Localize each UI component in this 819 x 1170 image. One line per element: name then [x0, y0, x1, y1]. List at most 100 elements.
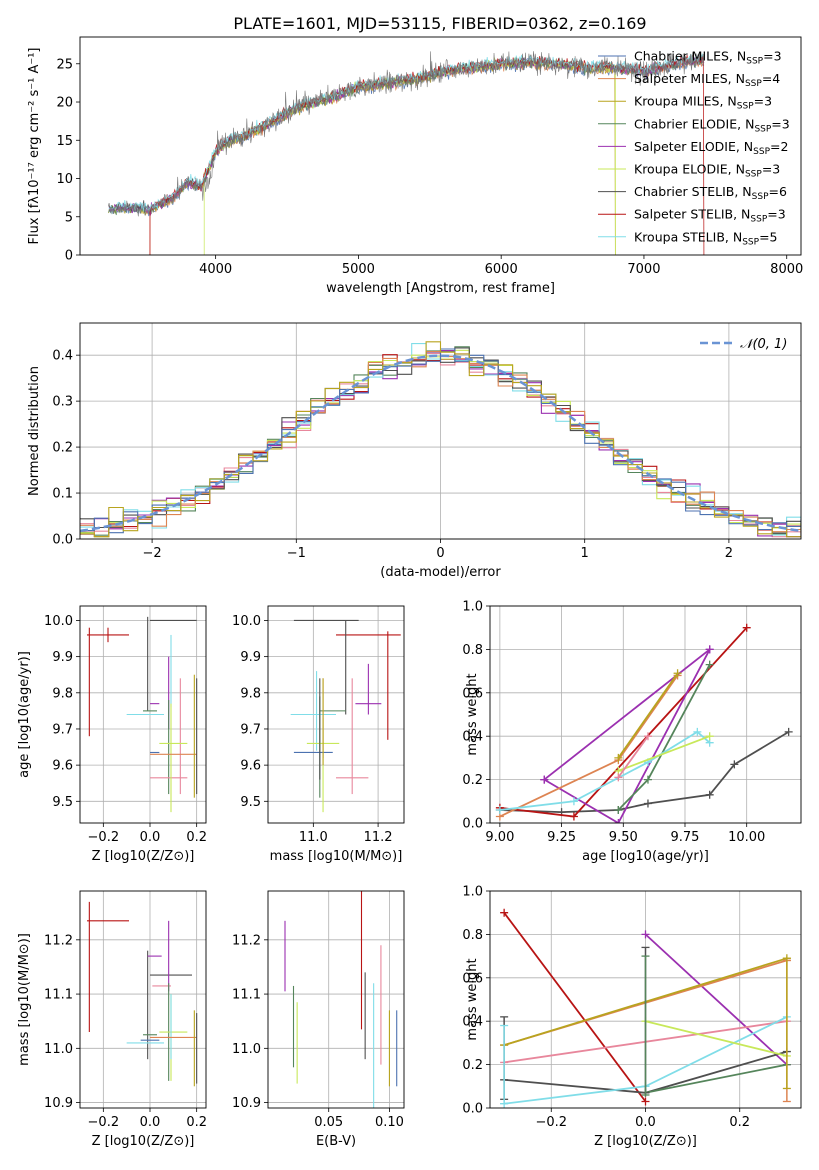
- x-tick-label: 5000: [342, 262, 375, 277]
- weight-line-c2: [617, 672, 679, 759]
- plot-area: [80, 341, 801, 538]
- weight-line-c4: [543, 648, 711, 823]
- x-tick-label: 4000: [199, 262, 232, 277]
- y-tick-label: 0.6: [462, 971, 483, 986]
- y-tick-label: 9.8: [240, 686, 261, 701]
- y-tick-label: 11.0: [232, 1042, 261, 1057]
- y-axis-label: mass [log10(M/M⊙)]: [17, 933, 32, 1066]
- axes-frame: [267, 605, 405, 824]
- weight-marker: [569, 797, 578, 806]
- y-tick-label: 10.9: [232, 1096, 261, 1111]
- y-tick-label: 0.0: [462, 817, 483, 832]
- mass-vs-extinction-panel: 0.05 0.10 10.9 11.0 11.1 11.2 E(B-V): [232, 890, 405, 1149]
- x-tick-label: 0.0: [635, 1115, 656, 1130]
- y-tick-label: 15: [56, 134, 73, 149]
- histogram-c2: [80, 341, 801, 538]
- x-tick-label: 0.0: [140, 1115, 161, 1130]
- age-vs-mass-panel: 11.0 11.2 9.5 9.6 9.7 9.8 9.9 10.0 mass [log10(M…: [232, 605, 405, 864]
- legend-entry: Salpeter ELODIE, NSSP=2: [634, 139, 788, 157]
- y-axis-label: Flux [fλ10⁻¹⁷ erg cm⁻² s⁻¹ A⁻¹]: [27, 48, 42, 245]
- massweight-vs-age-panel: 9.00 9.25 9.50 9.75 10.00 0.0 0.2 0.4 0.6 0.8 1.0 a…: [462, 600, 802, 864]
- y-tick-label: 11.1: [44, 988, 73, 1003]
- x-tick-label: 6000: [485, 262, 518, 277]
- x-tick-label: 9.25: [547, 830, 576, 845]
- weight-marker: [614, 805, 623, 814]
- weight-marker: [643, 732, 652, 741]
- model-spectrum-c1: [149, 57, 704, 255]
- x-tick-label: 8000: [770, 262, 803, 277]
- y-tick-label: 0.0: [462, 1102, 483, 1117]
- axes-frame: [79, 890, 207, 1109]
- figure-title: PLATE=1601, MJD=53115, FIBERID=0362, z=0…: [233, 14, 646, 33]
- y-tick-label: 20: [56, 96, 73, 111]
- axes-frame: [489, 605, 802, 824]
- plot-area: [108, 51, 705, 255]
- axes-frame: [79, 322, 802, 540]
- residual-histogram-panel: −2 −1 0 1 2 0.0 0.1 0.2 0.3 0.4 (data-model)/error…: [27, 322, 802, 580]
- x-tick-label: 9.75: [671, 830, 700, 845]
- y-tick-label: 0.1: [52, 487, 73, 502]
- plot-area: [495, 623, 793, 823]
- weight-line-c4: [543, 648, 711, 781]
- x-axis-label: Z [log10(Z/Z⊙)]: [92, 1134, 195, 1149]
- weight-marker: [569, 812, 578, 821]
- y-tick-label: 10.0: [232, 614, 261, 629]
- x-tick-label: 0.10: [375, 1115, 404, 1130]
- y-tick-label: 1.0: [462, 600, 483, 615]
- x-axis-label: E(B-V): [316, 1134, 356, 1149]
- x-tick-label: −0.2: [535, 1115, 567, 1130]
- weight-marker: [705, 732, 714, 741]
- weight-line-c3: [645, 1063, 788, 1094]
- weight-line-c9: [617, 735, 649, 778]
- y-tick-label: 9.6: [240, 759, 261, 774]
- y-tick-label: 9.9: [240, 650, 261, 665]
- histogram-c7: [80, 353, 801, 538]
- x-axis-label: Z [log10(Z/Z⊙)]: [594, 1134, 697, 1149]
- weight-marker: [673, 669, 682, 678]
- weight-line-c5: [617, 735, 711, 772]
- y-tick-label: 0.0: [52, 533, 73, 548]
- y-tick-label: 0.8: [462, 928, 483, 943]
- plot-area: [87, 901, 198, 1087]
- x-axis-label: (data-model)/error: [380, 565, 501, 580]
- weight-line-c4: [644, 933, 788, 1066]
- x-tick-label: 0.2: [729, 1115, 750, 1130]
- weight-marker: [643, 799, 652, 808]
- y-tick-label: 11.2: [232, 933, 261, 948]
- x-tick-label: −0.2: [88, 1115, 120, 1130]
- weight-marker: [742, 623, 751, 632]
- y-tick-label: 25: [56, 57, 73, 72]
- x-tick-label: 1: [581, 546, 589, 561]
- x-tick-label: 9.50: [609, 830, 638, 845]
- y-tick-label: 0.6: [462, 686, 483, 701]
- age-vs-metallicity-panel: −0.2 0.0 0.2 9.5 9.6 9.7 9.8 9.9 10.0 Z [log10(Z/…: [17, 605, 207, 864]
- legend-entry: Salpeter STELIB, NSSP=3: [634, 207, 786, 225]
- legend-entry: 𝒩(0, 1): [740, 337, 787, 352]
- model-spectrum-c2: [108, 58, 616, 255]
- y-tick-label: 0.4: [462, 1015, 483, 1030]
- axes-frame: [489, 890, 802, 1109]
- plot-area: [500, 908, 791, 1108]
- weight-marker: [614, 753, 623, 762]
- weight-marker: [705, 660, 714, 669]
- legend-entry: Kroupa STELIB, NSSP=5: [634, 229, 778, 247]
- weight-marker: [693, 727, 702, 736]
- weight-marker: [641, 1097, 650, 1106]
- y-tick-label: 10.0: [44, 614, 73, 629]
- legend-entry: Chabrier ELODIE, NSSP=3: [634, 116, 790, 134]
- y-tick-label: 5: [65, 210, 73, 225]
- legend-entry: Kroupa MILES, NSSP=3: [634, 94, 772, 112]
- y-tick-label: 9.8: [52, 686, 73, 701]
- x-tick-label: 0.0: [140, 830, 161, 845]
- plot-area: [87, 616, 198, 813]
- mass-vs-metallicity-panel: −0.2 0.0 0.2 10.9 11.0 11.1 11.2 Z [log10(Z/Z⊙)…: [17, 890, 207, 1149]
- y-tick-label: 0.2: [462, 773, 483, 788]
- x-tick-label: 0.2: [186, 1115, 207, 1130]
- weight-marker: [614, 773, 623, 782]
- y-tick-label: 0.2: [52, 441, 73, 456]
- x-tick-label: 10.00: [728, 830, 765, 845]
- y-tick-label: 0: [65, 249, 73, 264]
- y-tick-label: 0.3: [52, 395, 73, 410]
- y-tick-label: 9.7: [240, 722, 261, 737]
- y-tick-label: 1.0: [462, 885, 483, 900]
